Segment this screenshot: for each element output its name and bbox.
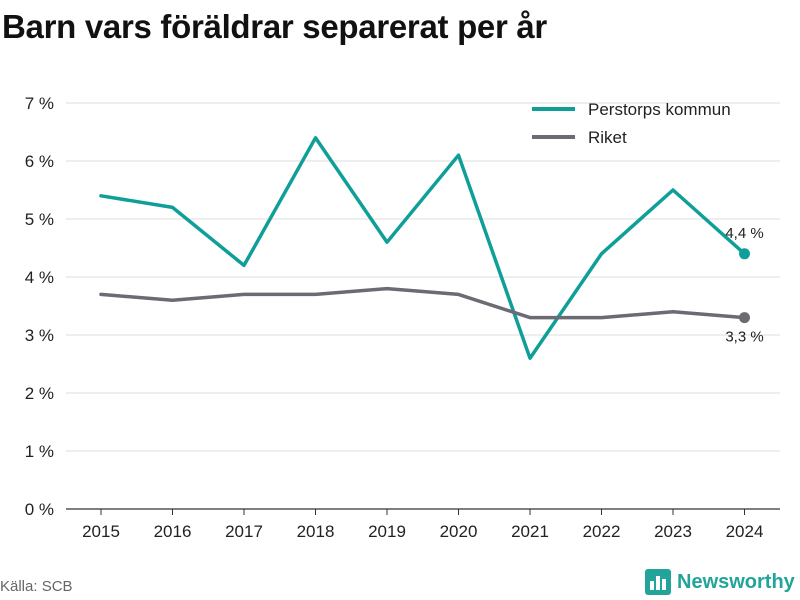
y-tick-label: 4 % [25,268,54,287]
end-value-label: 3,3 % [725,329,763,346]
legend: Perstorps kommun Riket [532,100,731,147]
x-tick-label: 2018 [297,522,335,541]
x-tick-label: 2019 [368,522,406,541]
x-tick-label: 2022 [583,522,621,541]
series-end-point [739,248,750,260]
y-tick-label: 7 % [25,94,54,113]
brand-name: Newsworthy [677,570,795,593]
x-axis: 2015 2016 2017 2018 2019 2020 2021 2022 2023 2024 [82,509,763,541]
brand-logo[interactable]: Newsworthy [645,569,795,595]
x-tick-label: 2015 [82,522,120,541]
x-tick-label: 2020 [440,522,478,541]
series-line [99,286,747,320]
y-axis: 0 % 1 % 2 % 3 % 4 % 5 % 6 % 7 % [25,94,54,519]
x-tick-label: 2016 [154,522,192,541]
y-tick-label: 6 % [25,152,54,171]
series-end-point [739,312,750,324]
legend-label: Riket [588,128,627,147]
chart-title: Barn vars föräldrar separerat per år [2,8,547,45]
x-tick-label: 2017 [225,522,263,541]
end-value-label: 4,4 % [725,225,763,242]
y-tick-label: 0 % [25,500,54,519]
series-group: 4,4 % 3,3 % [99,136,764,360]
y-tick-label: 2 % [25,384,54,403]
series-line [99,136,747,360]
grid-lines [66,102,780,510]
source-label: Källa: SCB [0,578,73,595]
y-tick-label: 3 % [25,326,54,345]
bar-chart-logo-icon [645,569,671,595]
x-tick-label: 2021 [511,522,549,541]
x-tick-label: 2024 [726,522,764,541]
legend-label: Perstorps kommun [588,100,731,119]
x-tick-label: 2023 [654,522,692,541]
y-tick-label: 5 % [25,210,54,229]
y-tick-label: 1 % [25,442,54,461]
